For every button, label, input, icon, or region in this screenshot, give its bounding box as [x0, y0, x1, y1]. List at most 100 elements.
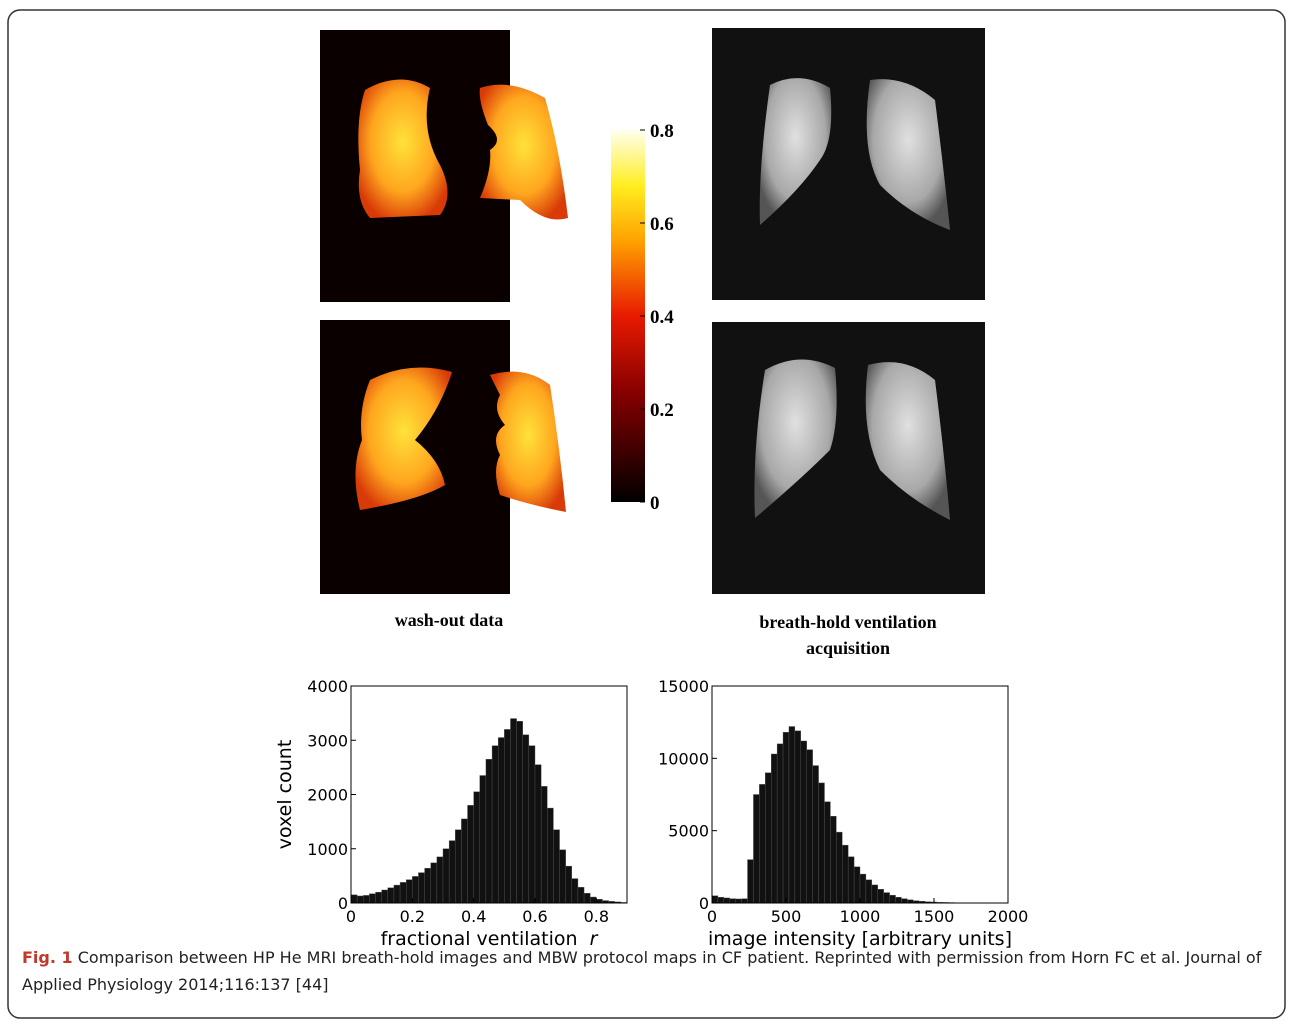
bar: [824, 801, 831, 904]
y-tick-label: 4000: [307, 677, 348, 696]
x-tick-label: 0.2: [400, 907, 425, 926]
caption-text: Comparison between HP He MRI breath-hold…: [22, 948, 1262, 994]
bar: [853, 866, 861, 904]
bar: [406, 879, 413, 904]
bar: [842, 844, 849, 904]
bar: [418, 872, 425, 904]
colorbar-tick-label: 0: [650, 493, 660, 514]
bar: [479, 775, 487, 904]
bar: [430, 862, 438, 904]
bar: [830, 816, 837, 904]
caption: Fig. 1 Comparison between HP He MRI brea…: [22, 944, 1262, 998]
bar: [788, 726, 796, 904]
bar: [723, 897, 730, 904]
bar: [859, 873, 867, 904]
bar: [356, 895, 364, 904]
bar: [883, 892, 890, 904]
bar: [498, 737, 505, 904]
bar: [818, 782, 825, 904]
bar: [350, 894, 358, 904]
bar: [559, 849, 566, 904]
colorbar-tick-label: 0.2: [650, 400, 674, 421]
y-tick-label: 3000: [307, 731, 348, 750]
bar: [583, 893, 591, 904]
y-tick-label: 2000: [307, 786, 348, 805]
x-axis-label: image intensity [arbitrary units]: [708, 928, 1012, 950]
bar: [528, 745, 536, 904]
x-tick-label: 1000: [840, 907, 881, 926]
panel-label: breath-hold ventilation: [759, 612, 936, 632]
bar: [565, 865, 573, 904]
colorbar-tick-label: 0.6: [650, 214, 674, 235]
bar: [765, 772, 772, 904]
bar: [729, 898, 736, 904]
bar: [473, 791, 480, 904]
x-tick-label: 1500: [914, 907, 955, 926]
x-tick-label: 2000: [988, 907, 1029, 926]
x-tick-label: 0.4: [461, 907, 486, 926]
bar: [381, 889, 388, 904]
bar: [399, 882, 407, 904]
bar: [877, 889, 884, 904]
frame: [7, 9, 1286, 1019]
bar: [812, 765, 819, 904]
panel-label: acquisition: [806, 638, 890, 658]
panel-labels: wash-out data breath-hold ventilation acqu…: [395, 610, 937, 658]
bar: [806, 749, 813, 904]
y-tick-label: 5000: [668, 822, 709, 841]
bar: [387, 887, 395, 904]
x-axis-label-text: fractional ventilation: [381, 928, 578, 950]
bar: [448, 840, 456, 904]
bar: [504, 729, 511, 904]
bar: [424, 868, 431, 904]
bar: [735, 898, 742, 904]
bar: [547, 807, 554, 904]
bar: [491, 745, 499, 904]
bar: [412, 876, 419, 904]
bar: [455, 829, 462, 904]
y-tick-label: 0: [699, 894, 709, 913]
x-tick-label: 0: [707, 907, 717, 926]
colorbar-ticks: 0 0.2 0.4 0.6 0.8: [640, 121, 674, 514]
x-tick-label: 0.8: [584, 907, 609, 926]
bar: [461, 818, 468, 904]
bar: [436, 856, 444, 904]
bar: [889, 894, 896, 904]
y-tick-label: 10000: [658, 749, 709, 768]
wash-out-map: [320, 30, 568, 594]
bar: [901, 898, 908, 904]
caption-label: Fig. 1: [22, 948, 73, 967]
bar: [741, 898, 748, 904]
bar: [747, 859, 754, 904]
bar: [776, 743, 784, 904]
bar: [485, 759, 493, 904]
bar: [577, 887, 585, 904]
x-tick-label: 0.6: [522, 907, 547, 926]
x-tick-label: 500: [771, 907, 802, 926]
panel-label: wash-out data: [395, 610, 504, 630]
bar: [771, 753, 778, 904]
bar: [363, 895, 370, 904]
bar: [393, 884, 401, 904]
x-axis-label-text: image intensity [arbitrary units]: [708, 928, 1012, 950]
bar: [510, 718, 517, 904]
y-tick-label: 1000: [307, 840, 348, 859]
bar: [753, 794, 760, 904]
bar: [759, 784, 766, 904]
bar: [895, 897, 902, 904]
bar: [711, 895, 719, 904]
bar: [540, 786, 548, 904]
bar: [522, 734, 530, 904]
x-axis-label: fractional ventilation r: [381, 928, 599, 950]
bar: [590, 896, 597, 904]
bar: [717, 897, 725, 904]
bar: [534, 764, 542, 904]
bar: [847, 856, 855, 904]
bar: [375, 891, 382, 904]
colorbar-tick-label: 0.8: [650, 121, 674, 142]
y-axis-label: voxel count: [274, 740, 296, 850]
colorbar: [611, 130, 645, 502]
y-tick-label: 15000: [658, 677, 709, 696]
